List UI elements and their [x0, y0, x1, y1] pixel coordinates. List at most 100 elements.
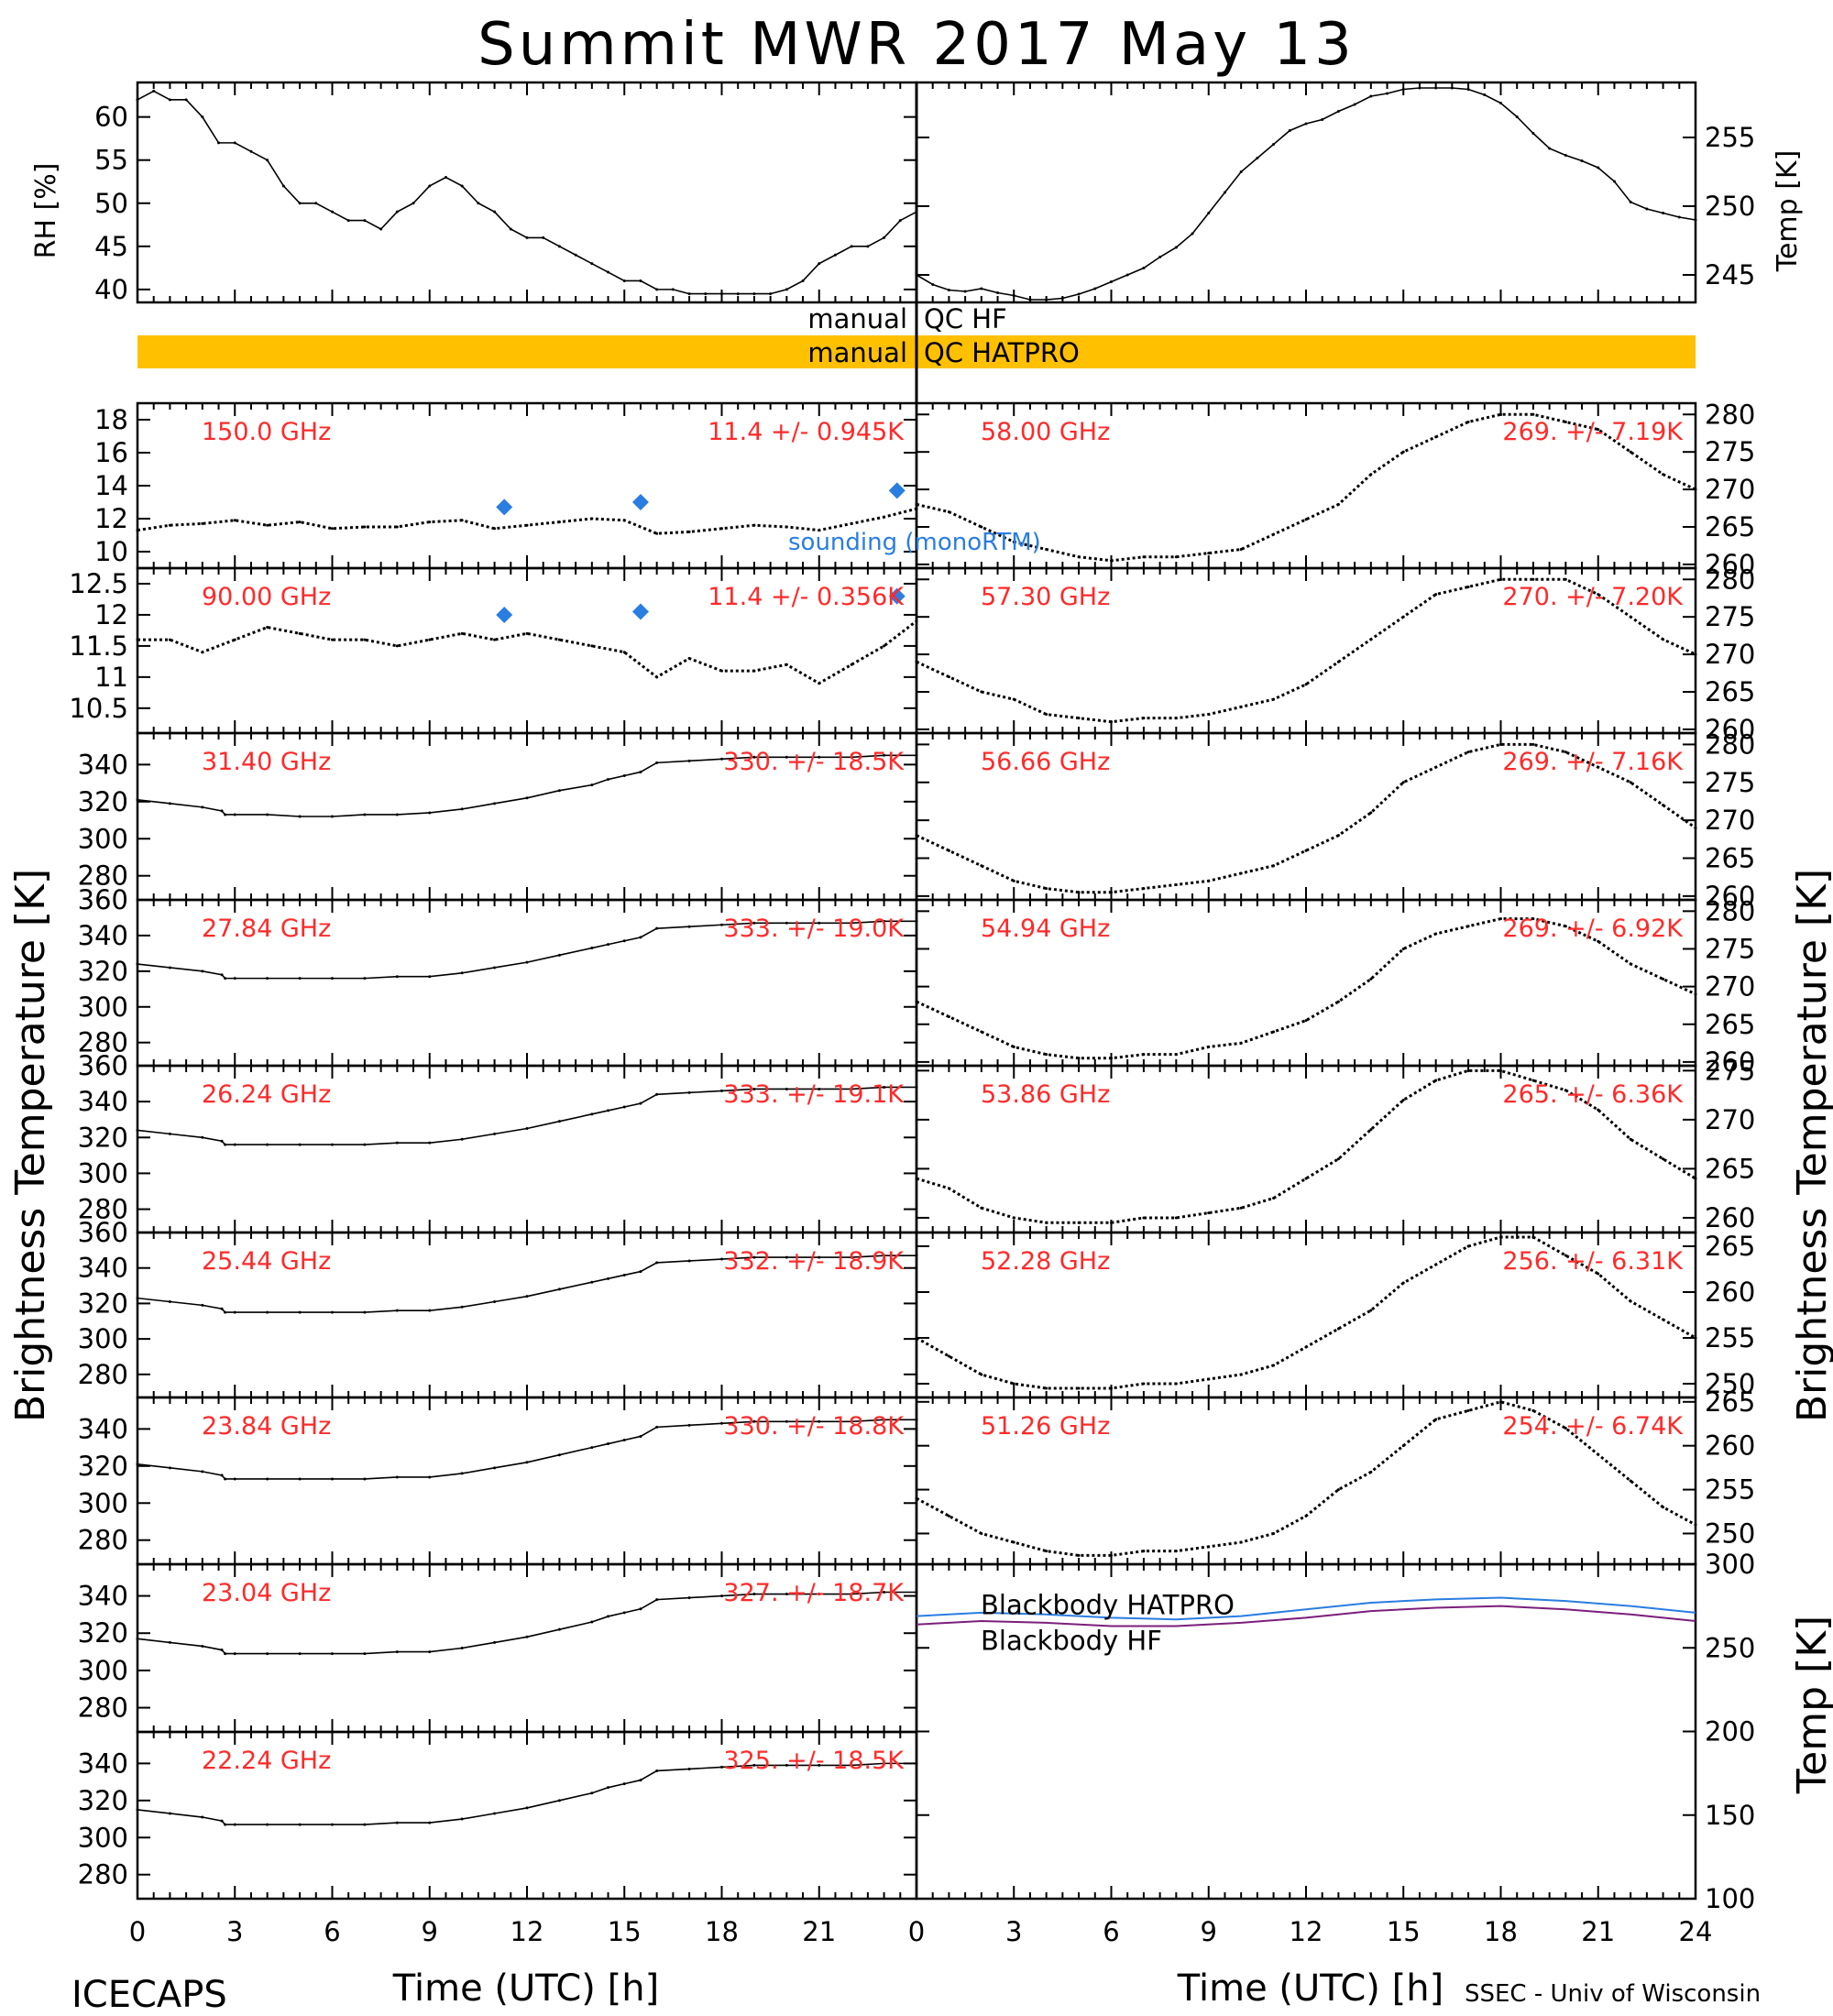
data-point-27-84-ghz	[220, 973, 224, 977]
data-point-23-84-ghz	[607, 1442, 610, 1446]
channel-label-23-84-ghz: 23.84 GHz	[202, 1412, 331, 1441]
data-point-22-24-ghz	[525, 1806, 529, 1810]
data-point-90-00-ghz	[525, 631, 529, 635]
data-point-53-86-ghz	[1499, 1068, 1502, 1072]
data-point-23-84-ghz	[590, 1446, 594, 1450]
data-point-56-66-ghz	[1110, 891, 1113, 894]
data-point-22-24-ghz	[266, 1823, 269, 1826]
data-point-150-0-ghz	[136, 529, 139, 532]
data-point-rh	[525, 236, 529, 239]
data-point-23-84-ghz	[201, 1470, 204, 1474]
data-point-rh	[266, 159, 269, 162]
ytick-label-rh: 60	[94, 102, 128, 133]
data-point-58-00-ghz	[1336, 502, 1340, 506]
xtick-label-blackbody: 21	[1581, 1916, 1615, 1947]
data-point-52-28-ghz	[1012, 1382, 1015, 1386]
data-point-rh	[590, 262, 594, 266]
data-point-23-04-ghz	[395, 1650, 399, 1654]
sounding-legend-label: sounding (monoRTM)	[788, 529, 1041, 556]
ytick-label-rh: 40	[94, 274, 128, 305]
time-axis-label-left: Time (UTC) [h]	[392, 1967, 659, 2010]
data-point-58-00-ghz	[915, 502, 918, 506]
data-point-temp	[947, 289, 950, 291]
rh-axis-label: RH [%]	[30, 163, 62, 259]
sounding-marker-90-00-ghz	[888, 587, 906, 605]
ytick-label-blackbody: 200	[1705, 1716, 1755, 1748]
data-point-rh	[136, 98, 139, 102]
qc-hf-label-right: QC HF	[924, 303, 1007, 334]
ytick-label-23-04-ghz: 280	[78, 1693, 128, 1724]
ytick-label-temp: 250	[1705, 191, 1755, 222]
data-point-150-0-ghz	[785, 525, 788, 529]
data-point-rh	[346, 219, 350, 223]
ytick-label-51-26-ghz: 265	[1705, 1386, 1755, 1418]
data-point-56-66-ghz	[1434, 765, 1438, 769]
data-point-51-26-ghz	[1239, 1540, 1243, 1544]
data-point-51-26-ghz	[1466, 1408, 1470, 1412]
data-point-27-84-ghz	[655, 926, 659, 930]
data-point-23-84-ghz	[639, 1434, 642, 1438]
data-point-31-40-ghz	[460, 807, 464, 811]
data-point-23-84-ghz	[428, 1475, 432, 1479]
ytick-label-25-44-ghz: 320	[78, 1287, 128, 1319]
ytick-label-31-40-ghz: 340	[78, 749, 128, 780]
data-point-25-44-ghz	[428, 1309, 432, 1312]
data-point-26-24-ghz	[395, 1141, 399, 1145]
data-point-58-00-ghz	[1629, 450, 1632, 454]
data-point-51-26-ghz	[915, 1496, 918, 1500]
data-point-51-26-ghz	[1110, 1553, 1113, 1557]
data-point-22-24-ghz	[363, 1823, 367, 1826]
data-point-temp	[1418, 86, 1421, 90]
channel-stats-31-40-ghz: 330. +/- 18.5K	[723, 748, 905, 776]
ytick-label-22-24-ghz: 280	[78, 1859, 128, 1890]
data-point-27-84-ghz	[590, 947, 594, 950]
ytick-label-25-44-ghz: 340	[78, 1253, 128, 1284]
data-point-31-40-ghz	[266, 813, 269, 816]
data-point-22-24-ghz	[752, 1763, 756, 1767]
data-point-54-94-ghz	[1336, 1000, 1340, 1003]
data-point-56-66-ghz	[1272, 864, 1276, 868]
data-point-22-24-ghz	[233, 1823, 236, 1826]
data-point-25-44-ghz	[720, 1257, 723, 1261]
data-point-23-84-ghz	[557, 1453, 561, 1457]
data-point-31-40-ghz	[493, 802, 497, 805]
data-point-23-04-ghz	[590, 1620, 594, 1624]
data-point-90-00-ghz	[395, 644, 399, 648]
channel-stats-51-26-ghz: 254. +/- 6.74K	[1502, 1412, 1684, 1441]
data-line-rh	[137, 90, 917, 295]
data-point-rh	[801, 279, 805, 282]
ytick-label-54-94-ghz: 280	[1705, 895, 1755, 926]
data-point-23-04-ghz	[266, 1652, 269, 1656]
data-point-90-00-ghz	[331, 638, 334, 641]
channel-stats-27-84-ghz: 333. +/- 19.0K	[723, 915, 905, 943]
data-point-temp	[1125, 273, 1129, 277]
data-point-51-26-ghz	[1304, 1514, 1308, 1517]
data-point-58-00-ghz	[1012, 540, 1015, 543]
data-point-56-66-ghz	[1207, 879, 1211, 882]
data-point-22-24-ghz	[622, 1782, 626, 1786]
data-point-51-26-ghz	[1499, 1400, 1502, 1404]
time-axis-label-right: Time (UTC) [h]	[1177, 1967, 1443, 2010]
data-point-58-00-ghz	[1272, 532, 1276, 536]
data-point-22-24-ghz	[220, 1819, 224, 1823]
data-point-23-04-ghz	[818, 1593, 821, 1596]
data-point-56-66-ghz	[1304, 849, 1308, 852]
data-point-temp	[1191, 232, 1194, 236]
data-point-25-44-ghz	[220, 1307, 224, 1310]
data-point-150-0-ghz	[622, 519, 626, 522]
data-point-27-84-ghz	[233, 977, 236, 981]
data-point-temp	[1174, 246, 1178, 249]
series-line-blackbody-hatpro	[916, 1596, 1696, 1621]
data-point-53-86-ghz	[1369, 1128, 1373, 1132]
data-point-23-84-ghz	[331, 1477, 334, 1481]
ytick-label-31-40-ghz: 300	[78, 823, 128, 854]
data-point-54-94-ghz	[915, 1000, 918, 1003]
data-point-54-94-ghz	[1629, 962, 1632, 966]
data-point-54-94-ghz	[1531, 917, 1535, 921]
data-point-23-04-ghz	[655, 1598, 659, 1602]
channel-label-56-66-ghz: 56.66 GHz	[981, 748, 1110, 776]
ytick-label-56-66-ghz: 265	[1705, 843, 1755, 874]
xtick-label-blackbody: 0	[908, 1916, 925, 1947]
data-point-23-84-ghz	[818, 1419, 821, 1423]
data-point-90-00-ghz	[590, 644, 594, 648]
